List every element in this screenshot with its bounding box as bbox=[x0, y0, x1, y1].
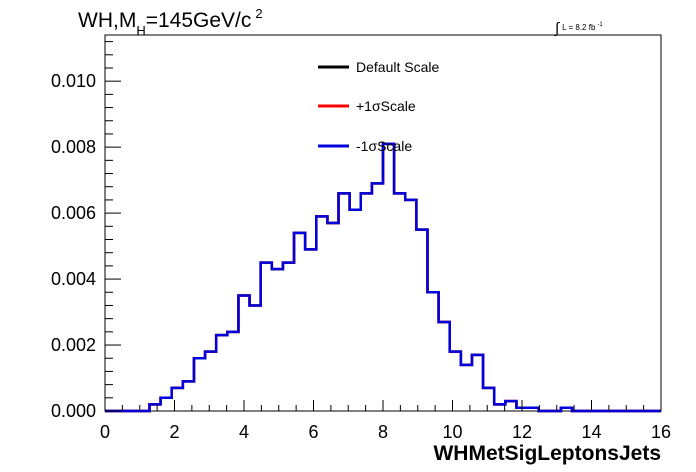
y-tick-label: 0.002 bbox=[51, 335, 96, 355]
title-prefix: WH,M bbox=[78, 9, 136, 32]
y-tick-label: 0.004 bbox=[51, 269, 96, 289]
legend-label-default-scale: Default Scale bbox=[356, 59, 439, 75]
y-tick-label: 0.000 bbox=[51, 401, 96, 421]
y-tick-label: 0.008 bbox=[51, 137, 96, 157]
luminosity-text: L = 8.2 fb bbox=[562, 23, 596, 32]
x-tick-label: 12 bbox=[512, 422, 532, 442]
x-axis-title: WHMetSigLeptonsJets bbox=[433, 442, 661, 465]
x-tick-label: 10 bbox=[442, 422, 462, 442]
x-tick-label: 2 bbox=[169, 422, 179, 442]
title-superscript: 2 bbox=[255, 6, 262, 21]
legend-label-plus-sigma-scale: +1σScale bbox=[356, 98, 416, 114]
series-layer bbox=[105, 142, 661, 413]
x-tick-label: 6 bbox=[308, 422, 318, 442]
y-tick-label: 0.006 bbox=[51, 203, 96, 223]
x-tick-label: 0 bbox=[100, 422, 110, 442]
title-suffix: =145GeV/c bbox=[146, 9, 252, 32]
axis-layer: 0 2 4 6 8 10 12 14 16 0.000 0.002 0.004 0.006 0.008 0.… bbox=[51, 41, 671, 442]
x-tick-label: 8 bbox=[378, 422, 388, 442]
legend-label-minus-sigma-scale: -1σScale bbox=[356, 138, 412, 154]
legend: Default Scale +1σScale -1σScale bbox=[318, 59, 439, 154]
integral-symbol: ∫ bbox=[554, 20, 561, 37]
x-tick-label: 16 bbox=[651, 422, 671, 442]
chart-title: WH,MH=145GeV/c 2 bbox=[78, 6, 263, 38]
luminosity-label: ∫ L = 8.2 fb -1 bbox=[554, 20, 603, 37]
luminosity-superscript: -1 bbox=[597, 22, 603, 28]
x-tick-label: 4 bbox=[239, 422, 249, 442]
x-tick-label: 14 bbox=[581, 422, 601, 442]
title-subscript: H bbox=[136, 23, 145, 38]
series-line-minus-sigma-scale bbox=[105, 142, 661, 413]
y-tick-label: 0.010 bbox=[51, 71, 96, 91]
